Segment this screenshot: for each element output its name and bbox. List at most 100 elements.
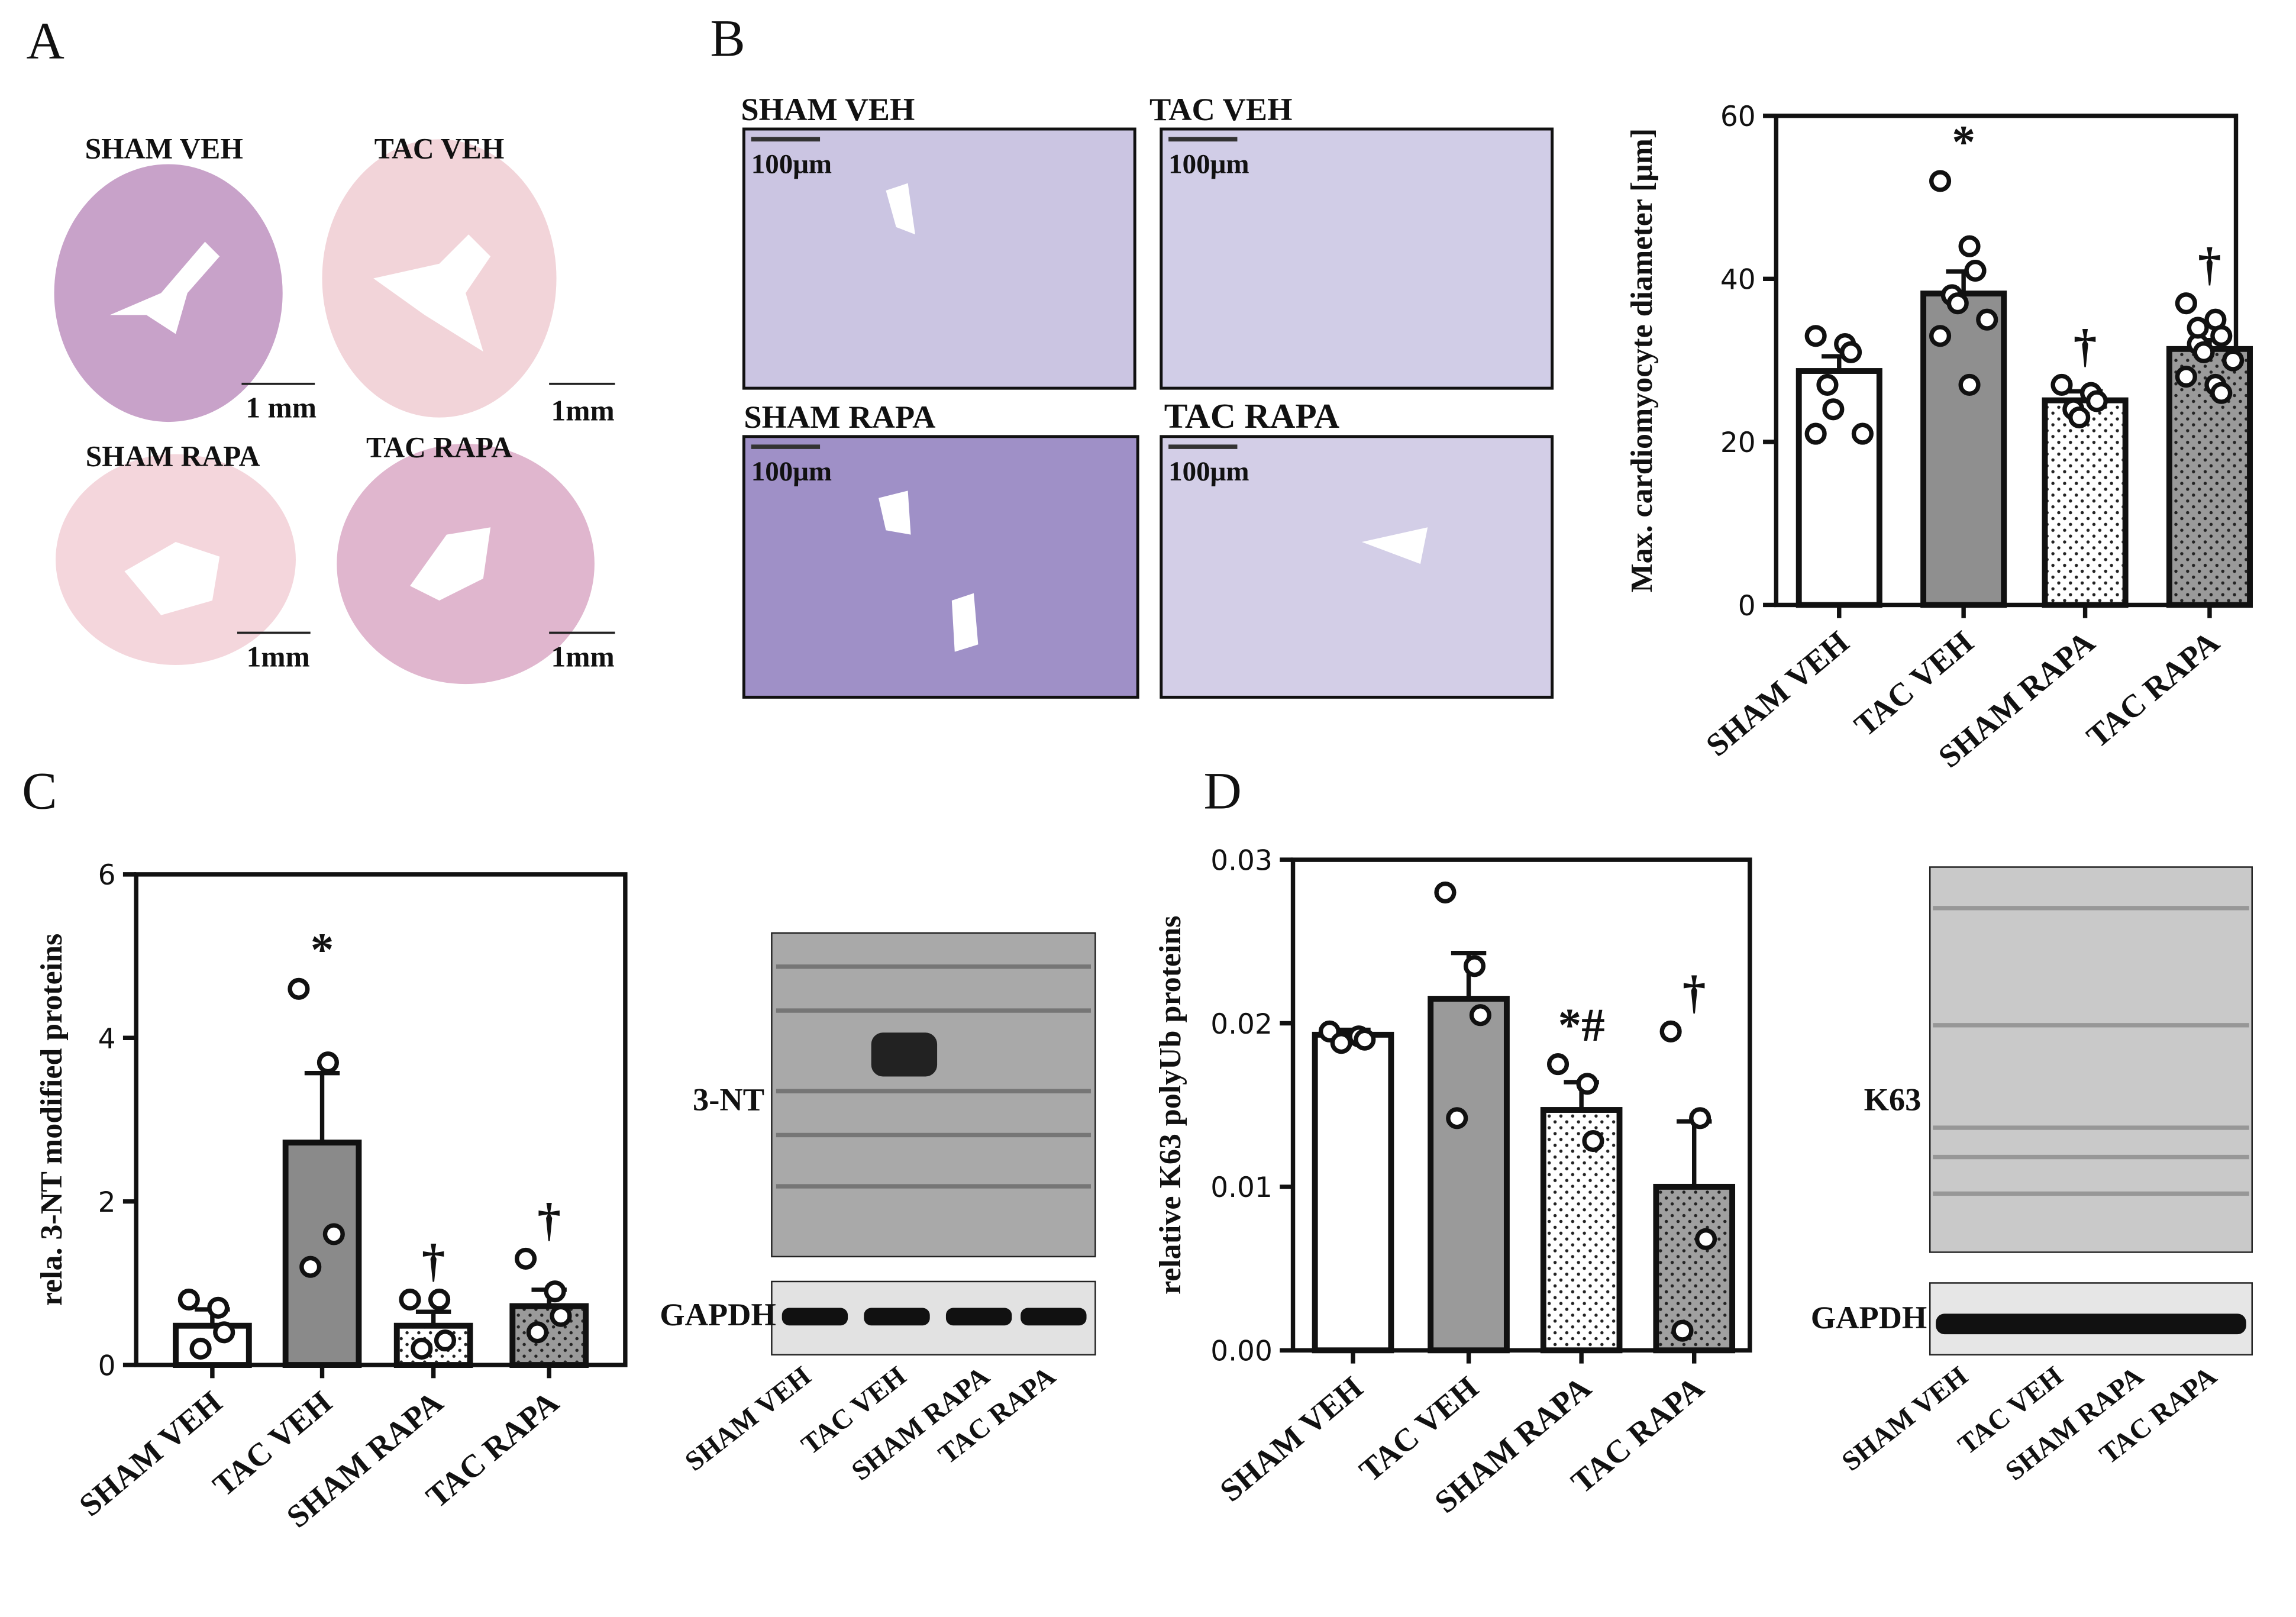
y-tick-label: 20	[1720, 427, 1756, 459]
micrographs	[742, 127, 1554, 699]
scale-label: 100μm	[1168, 149, 1249, 179]
scale-label: 1mm	[551, 395, 614, 427]
data-point	[1354, 1028, 1376, 1051]
data-point	[411, 1337, 433, 1360]
bar-hatch	[399, 1328, 467, 1363]
bar	[173, 1322, 252, 1368]
lane-label: SHAM VEH	[679, 1360, 816, 1477]
data-point	[189, 1337, 212, 1360]
data-point	[1946, 292, 1969, 315]
data-point	[1804, 422, 1827, 445]
western-blot	[771, 866, 2253, 1355]
data-point	[1469, 1004, 1491, 1027]
bar-hatch	[1546, 1112, 1617, 1348]
data-point	[1582, 1129, 1604, 1153]
caption: TAC VEH	[1149, 91, 1293, 127]
band-label: 3-NT	[693, 1081, 764, 1117]
bar	[282, 1140, 362, 1368]
data-point	[1816, 373, 1839, 396]
scale-label: 1 mm	[246, 392, 317, 424]
data-point	[1822, 398, 1845, 421]
bar	[1312, 1031, 1394, 1354]
significance: †	[422, 1235, 445, 1287]
scale-label: 100μm	[751, 456, 832, 487]
data-point	[1689, 1107, 1711, 1129]
y-tick-label: 6	[98, 859, 116, 892]
data-point	[213, 1321, 235, 1344]
scale-label: 100μm	[1168, 456, 1249, 487]
data-point	[434, 1329, 457, 1352]
data-point	[288, 977, 310, 1000]
data-point	[399, 1288, 421, 1311]
data-point	[544, 1280, 566, 1303]
data-point	[2050, 373, 2073, 396]
data-point	[515, 1247, 537, 1270]
data-point	[1958, 235, 1981, 257]
scale-label: 100μm	[751, 149, 832, 179]
caption: SHAM RAPA	[86, 440, 260, 472]
caption: TAC VEH	[374, 133, 505, 165]
data-point	[1330, 1032, 1352, 1054]
x-tick-label: SHAM VEH	[1699, 624, 1855, 763]
lane-label: SHAM VEH	[1836, 1360, 1974, 1477]
panel-label: A	[27, 12, 64, 70]
y-axis-label: Max. cardiomyocyte diameter [μm]	[1625, 128, 1659, 593]
y-axis-label: rela. 3-NT modified proteins	[35, 934, 69, 1306]
data-point	[2085, 390, 2108, 412]
y-tick-label: 60	[1720, 101, 1756, 133]
data-point	[1659, 1020, 1682, 1043]
panel-label: C	[22, 763, 57, 821]
data-point	[1576, 1073, 1599, 1095]
y-tick-label: 40	[1720, 264, 1756, 296]
data-point	[207, 1296, 230, 1319]
significance: †	[537, 1194, 561, 1246]
x-tick-label: SHAM VEH	[1213, 1369, 1369, 1509]
y-tick-label: 0.01	[1210, 1171, 1273, 1204]
x-tick-label: SHAM VEH	[72, 1384, 228, 1524]
y-tick-label: 0.00	[1210, 1335, 1273, 1368]
data-point	[2175, 366, 2197, 388]
caption: SHAM VEH	[741, 91, 915, 127]
y-tick-label: 4	[98, 1023, 116, 1056]
scale-label: 1mm	[247, 640, 310, 673]
significance: †	[2074, 320, 2097, 372]
plot-frame	[134, 872, 628, 1367]
data-point	[2068, 406, 2091, 429]
data-point	[1694, 1228, 1717, 1250]
data-point	[2192, 341, 2215, 363]
significance: †	[1683, 967, 1706, 1019]
data-point	[1804, 325, 1827, 347]
bar-hatch	[2048, 403, 2123, 602]
y-tick-label: 2	[98, 1186, 116, 1219]
data-point	[2187, 317, 2209, 339]
data-point	[2175, 292, 2197, 315]
data-point	[1929, 325, 1952, 347]
y-axis-label: relative K63 polyUb proteins	[1154, 915, 1187, 1294]
scale-label: 1mm	[551, 640, 614, 673]
data-point	[299, 1255, 322, 1278]
x-tick-label: TAC RAPA	[2079, 624, 2226, 754]
caption: TAC RAPA	[366, 431, 512, 463]
data-point	[322, 1223, 345, 1245]
data-point	[1929, 170, 1952, 192]
data-point	[1671, 1319, 1694, 1342]
significance: *	[1952, 116, 1975, 168]
caption: SHAM RAPA	[744, 399, 935, 435]
significance: *#	[1558, 999, 1605, 1051]
y-tick-label: 0.02	[1210, 1008, 1273, 1041]
data-point	[428, 1288, 451, 1311]
data-point	[1958, 373, 1981, 396]
heart-sections	[54, 139, 615, 685]
band-label: GAPDH	[660, 1296, 776, 1332]
data-point	[550, 1305, 572, 1327]
band-label: GAPDH	[1811, 1299, 1927, 1335]
bar-hatch	[515, 1309, 583, 1363]
data-point	[177, 1288, 200, 1311]
data-point	[1976, 308, 1998, 331]
bar-hatch	[1659, 1189, 1730, 1348]
significance: *	[311, 924, 334, 976]
significance: †	[2198, 238, 2221, 291]
data-point	[526, 1321, 548, 1344]
bar	[1428, 996, 1510, 1354]
